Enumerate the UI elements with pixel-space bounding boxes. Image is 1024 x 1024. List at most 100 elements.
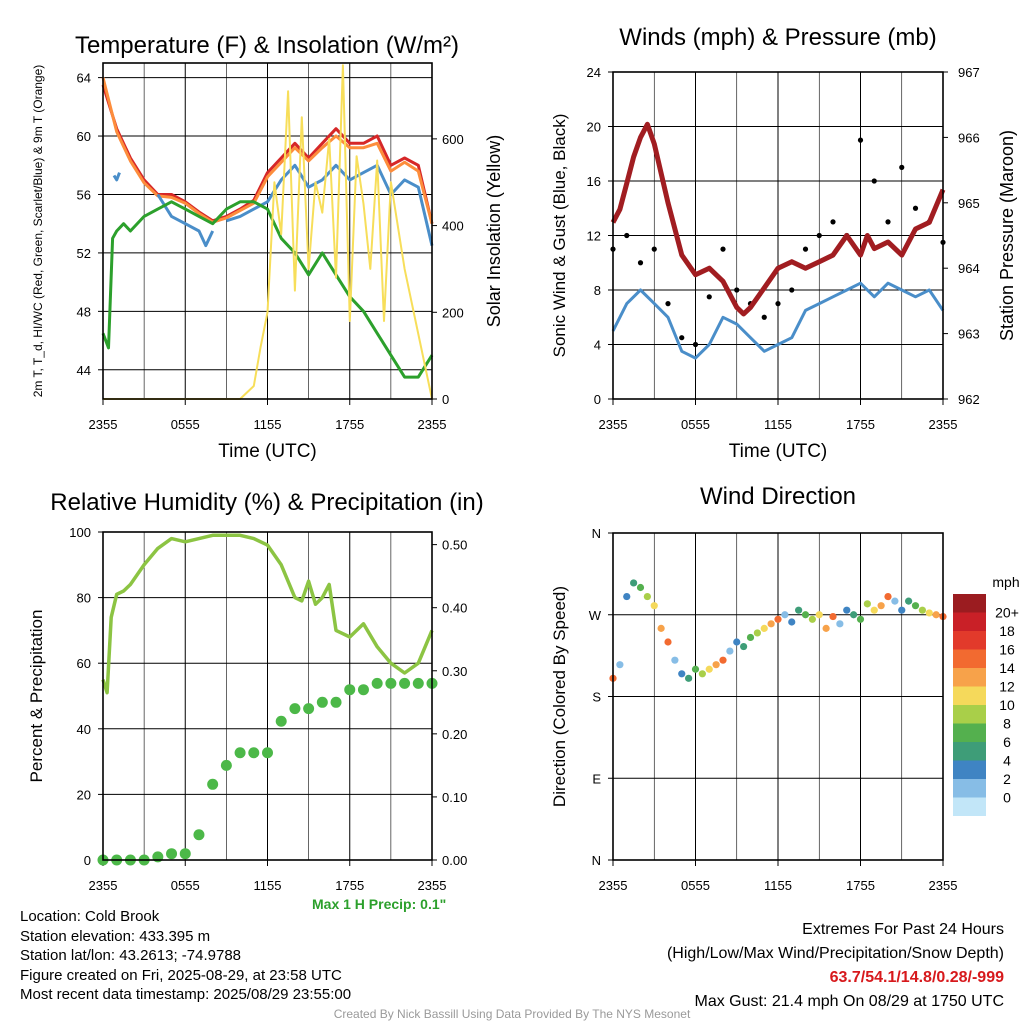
legend-swatch xyxy=(953,742,986,761)
series-line xyxy=(101,200,434,379)
legend-label: 18 xyxy=(999,623,1015,639)
x-tick-label: 2355 xyxy=(418,878,447,893)
series-group xyxy=(610,121,946,360)
data-point xyxy=(726,647,734,655)
y2-tick-label: 0.00 xyxy=(442,853,467,868)
y2-tick-label: 967 xyxy=(958,65,980,80)
y2-tick-label: 0.40 xyxy=(442,601,467,616)
data-point xyxy=(734,287,740,293)
chart-panel-3: Relative Humidity (%) & Precipitation (i… xyxy=(27,489,484,893)
legend-label: 2 xyxy=(1003,771,1011,787)
y2-tick-label: 966 xyxy=(958,130,980,145)
x-axis-label: Time (UTC) xyxy=(729,441,828,462)
x-tick-label: 2355 xyxy=(89,878,118,893)
y-tick-label: 40 xyxy=(77,722,91,737)
x-tick-label: 1755 xyxy=(846,878,875,893)
x-tick-label: 1155 xyxy=(764,878,792,893)
series-group xyxy=(609,579,947,682)
data-point xyxy=(912,205,919,211)
y-tick-label: 4 xyxy=(594,338,601,353)
data-point xyxy=(623,592,631,601)
data-point xyxy=(671,656,679,664)
data-point xyxy=(679,335,685,341)
plot-frame xyxy=(102,531,433,861)
data-point xyxy=(802,246,809,252)
data-point xyxy=(911,602,920,610)
data-point xyxy=(616,661,624,669)
data-point xyxy=(850,611,858,619)
data-point xyxy=(829,612,837,621)
series-line xyxy=(101,533,434,695)
y2-tick-label: 0.30 xyxy=(442,664,467,679)
max-precip-label: Max 1 H Precip: 0.1" xyxy=(312,896,447,912)
data-point xyxy=(705,665,713,673)
chart-panel-2: Winds (mph) & Pressure (mb) 0 4 8 12 16 20 24 96… xyxy=(550,24,1017,462)
data-point xyxy=(412,677,424,689)
y-tick-label: 8 xyxy=(594,283,601,298)
y2-tick-label: 0 xyxy=(442,392,449,407)
y-axis-label: Sonic Wind & Gust (Blue, Black) xyxy=(550,114,569,358)
data-point xyxy=(330,696,342,708)
data-point xyxy=(753,629,761,637)
y-tick-label: 0 xyxy=(84,853,91,868)
credit-line: Created By Nick Bassill Using Data Provi… xyxy=(333,1007,691,1021)
data-point xyxy=(399,677,411,689)
data-point xyxy=(664,638,672,646)
y-tick-label: 20 xyxy=(587,120,601,135)
data-point xyxy=(275,715,287,727)
legend-label: 14 xyxy=(999,660,1015,676)
data-point xyxy=(289,703,301,715)
data-point xyxy=(678,670,686,678)
data-point xyxy=(636,583,645,592)
data-point xyxy=(262,747,273,759)
data-point xyxy=(905,597,913,605)
grid-lines xyxy=(613,533,943,860)
data-point xyxy=(712,661,720,669)
y-tick-label: 12 xyxy=(587,229,601,244)
data-point xyxy=(932,611,940,619)
y-tick-label: 64 xyxy=(77,71,91,86)
chart-title: Temperature (F) & Insolation (W/m²) xyxy=(75,32,459,59)
data-point xyxy=(885,219,891,225)
data-point xyxy=(877,602,885,610)
plot-frame xyxy=(612,71,944,400)
series-line xyxy=(610,121,946,317)
extremes-title: Extremes For Past 24 Hours xyxy=(802,921,1004,938)
y2-tick-label: 963 xyxy=(958,327,980,342)
data-point xyxy=(665,301,671,307)
x-tick-label: 0555 xyxy=(681,878,710,893)
data-point xyxy=(357,684,369,696)
data-point xyxy=(767,620,775,628)
y-tick-label: 60 xyxy=(77,129,91,144)
legend-swatch xyxy=(953,705,986,724)
y2-tick-label: 200 xyxy=(442,305,464,320)
data-point xyxy=(857,137,864,143)
data-point xyxy=(179,848,191,860)
x-tick-label: 0555 xyxy=(171,878,200,893)
data-point xyxy=(856,615,865,623)
data-point xyxy=(891,597,899,605)
x-tick-label: 0555 xyxy=(171,417,200,432)
x-tick-label: 2355 xyxy=(418,417,447,432)
series-group xyxy=(101,64,434,400)
y2-tick-label: 962 xyxy=(958,392,980,407)
y2-tick-label: 400 xyxy=(442,219,464,234)
chart-panel-1: Temperature (F) & Insolation (W/m²) 44 48 5… xyxy=(31,32,504,462)
data-point xyxy=(624,232,630,239)
data-point xyxy=(657,624,665,632)
legend-label: 8 xyxy=(1003,716,1011,732)
station-elevation: Station elevation: 433.395 m xyxy=(20,927,211,945)
y-tick-label: 16 xyxy=(587,174,601,189)
data-point xyxy=(925,609,933,617)
data-point xyxy=(774,615,782,623)
y-tick-label: E xyxy=(592,771,601,786)
data-point xyxy=(637,260,644,266)
x-tick-label: 1155 xyxy=(254,878,282,893)
y-tick-label: 24 xyxy=(587,65,601,80)
data-point xyxy=(220,759,232,771)
max-gust: Max Gust: 21.4 mph On 08/29 at 1750 UTC xyxy=(694,993,1005,1010)
data-point xyxy=(815,611,823,619)
extremes-values: 63.7/54.1/14.8/0.28/-999 xyxy=(829,969,1004,986)
data-point xyxy=(706,294,712,300)
